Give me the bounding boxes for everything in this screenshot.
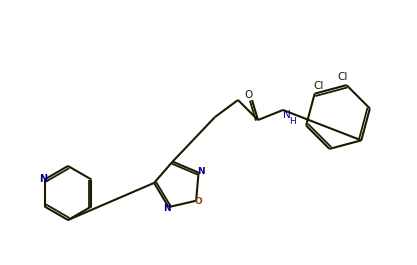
Text: N: N [40, 174, 48, 184]
Text: O: O [245, 90, 253, 100]
Text: N: N [197, 167, 204, 176]
Text: N: N [283, 110, 291, 120]
Text: Cl: Cl [337, 72, 348, 82]
Text: N: N [163, 204, 171, 213]
Text: Cl: Cl [314, 81, 324, 91]
Text: H: H [290, 117, 296, 126]
Text: O: O [194, 197, 202, 206]
